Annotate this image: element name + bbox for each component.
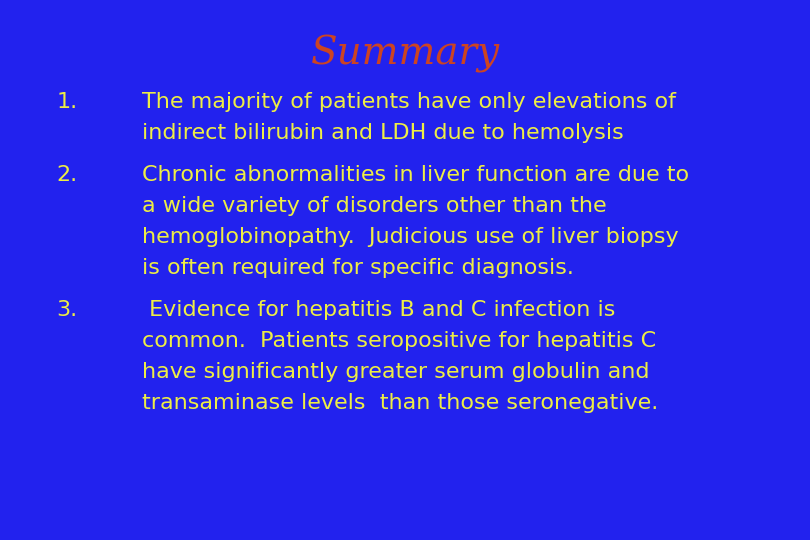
Text: have significantly greater serum globulin and: have significantly greater serum globuli… [142,362,650,382]
Text: is often required for specific diagnosis.: is often required for specific diagnosis… [142,258,573,278]
Text: indirect bilirubin and LDH due to hemolysis: indirect bilirubin and LDH due to hemoly… [142,123,624,143]
Text: 1.: 1. [57,92,78,112]
Text: transaminase levels  than those seronegative.: transaminase levels than those seronegat… [142,393,658,413]
Text: 2.: 2. [57,165,78,185]
Text: common.  Patients seropositive for hepatitis C: common. Patients seropositive for hepati… [142,331,656,351]
Text: hemoglobinopathy.  Judicious use of liver biopsy: hemoglobinopathy. Judicious use of liver… [142,227,679,247]
Text: 3.: 3. [57,300,78,320]
Text: Chronic abnormalities in liver function are due to: Chronic abnormalities in liver function … [142,165,688,185]
Text: The majority of patients have only elevations of: The majority of patients have only eleva… [142,92,676,112]
Text: Evidence for hepatitis B and C infection is: Evidence for hepatitis B and C infection… [142,300,615,320]
Text: Summary: Summary [310,35,500,73]
Text: a wide variety of disorders other than the: a wide variety of disorders other than t… [142,196,607,216]
